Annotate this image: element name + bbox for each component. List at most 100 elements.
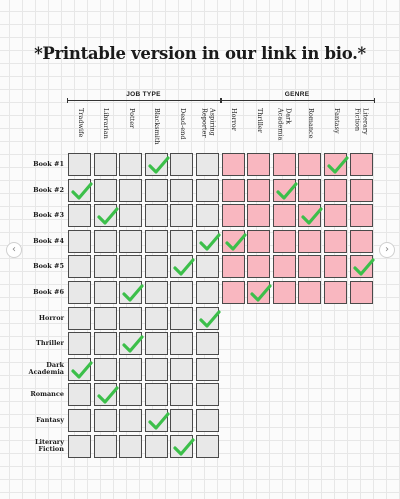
grid-cell[interactable] <box>272 204 296 228</box>
grid-cell[interactable] <box>119 306 143 330</box>
grid-cell[interactable] <box>68 178 93 202</box>
grid-cell[interactable] <box>93 229 117 253</box>
grid-cell[interactable] <box>170 332 194 356</box>
grid-cell[interactable] <box>170 357 194 381</box>
grid-cell[interactable] <box>349 153 373 176</box>
grid-cell[interactable] <box>349 281 373 304</box>
grid-cell[interactable] <box>272 255 296 279</box>
grid-cell[interactable] <box>144 153 170 176</box>
grid-cell[interactable] <box>221 204 245 228</box>
grid-cell[interactable] <box>170 229 194 253</box>
grid-cell[interactable] <box>196 434 219 458</box>
grid-cell[interactable] <box>93 255 117 279</box>
chevron-left-icon[interactable]: ‹ <box>6 242 22 258</box>
grid-cell[interactable] <box>68 281 91 304</box>
grid-cell[interactable] <box>68 255 91 279</box>
grid-cell[interactable] <box>68 229 91 253</box>
grid-cell[interactable] <box>144 255 168 279</box>
grid-cell[interactable] <box>93 357 117 381</box>
grid-cell[interactable] <box>196 204 219 228</box>
grid-cell[interactable] <box>119 281 144 304</box>
grid-cell[interactable] <box>93 383 119 407</box>
grid-cell[interactable] <box>247 255 271 279</box>
grid-cell[interactable] <box>93 153 117 176</box>
grid-cell[interactable] <box>196 306 221 330</box>
grid-cell[interactable] <box>144 383 168 407</box>
grid-cell[interactable] <box>119 409 143 432</box>
grid-cell[interactable] <box>144 204 168 228</box>
grid-cell[interactable] <box>221 229 247 253</box>
grid-cell[interactable] <box>119 204 143 228</box>
grid-cell[interactable] <box>144 306 168 330</box>
grid-cell[interactable] <box>144 409 170 432</box>
grid-cell[interactable] <box>298 204 323 228</box>
grid-cell[interactable] <box>144 357 168 381</box>
grid-cell[interactable] <box>170 409 194 432</box>
grid-cell[interactable] <box>298 255 322 279</box>
grid-cell[interactable] <box>247 281 272 304</box>
grid-cell[interactable] <box>93 409 117 432</box>
grid-cell[interactable] <box>93 178 117 202</box>
chevron-right-icon[interactable]: › <box>379 242 395 258</box>
grid-cell[interactable] <box>247 178 271 202</box>
grid-cell[interactable] <box>272 229 296 253</box>
grid-cell[interactable] <box>119 332 144 356</box>
grid-cell[interactable] <box>349 255 375 279</box>
grid-cell[interactable] <box>68 357 93 381</box>
grid-cell[interactable] <box>68 153 91 176</box>
grid-cell[interactable] <box>196 357 219 381</box>
grid-cell[interactable] <box>221 178 245 202</box>
grid-cell[interactable] <box>324 281 347 304</box>
grid-cell[interactable] <box>68 409 91 432</box>
grid-cell[interactable] <box>144 229 168 253</box>
grid-cell[interactable] <box>272 153 296 176</box>
grid-cell[interactable] <box>93 204 119 228</box>
grid-cell[interactable] <box>247 204 271 228</box>
grid-cell[interactable] <box>324 229 347 253</box>
grid-cell[interactable] <box>170 434 195 458</box>
grid-cell[interactable] <box>196 178 219 202</box>
grid-cell[interactable] <box>324 204 347 228</box>
grid-cell[interactable] <box>119 383 143 407</box>
grid-cell[interactable] <box>144 332 168 356</box>
grid-cell[interactable] <box>247 229 271 253</box>
grid-cell[interactable] <box>68 204 91 228</box>
grid-cell[interactable] <box>119 357 143 381</box>
grid-cell[interactable] <box>93 306 117 330</box>
grid-cell[interactable] <box>68 306 91 330</box>
grid-cell[interactable] <box>93 281 117 304</box>
grid-cell[interactable] <box>272 178 298 202</box>
grid-cell[interactable] <box>324 153 349 176</box>
grid-cell[interactable] <box>196 255 219 279</box>
grid-cell[interactable] <box>68 332 91 356</box>
grid-cell[interactable] <box>170 153 194 176</box>
grid-cell[interactable] <box>272 281 296 304</box>
grid-cell[interactable] <box>196 153 219 176</box>
grid-cell[interactable] <box>144 178 168 202</box>
grid-cell[interactable] <box>170 178 194 202</box>
grid-cell[interactable] <box>170 281 194 304</box>
grid-cell[interactable] <box>349 178 373 202</box>
grid-cell[interactable] <box>144 281 168 304</box>
grid-cell[interactable] <box>221 153 245 176</box>
grid-cell[interactable] <box>221 255 245 279</box>
grid-cell[interactable] <box>196 383 219 407</box>
grid-cell[interactable] <box>119 255 143 279</box>
grid-cell[interactable] <box>298 229 322 253</box>
grid-cell[interactable] <box>119 153 143 176</box>
grid-cell[interactable] <box>119 178 143 202</box>
grid-cell[interactable] <box>298 178 322 202</box>
grid-cell[interactable] <box>298 281 322 304</box>
grid-cell[interactable] <box>144 434 168 458</box>
grid-cell[interactable] <box>196 229 221 253</box>
grid-cell[interactable] <box>68 434 91 458</box>
grid-cell[interactable] <box>196 332 219 356</box>
grid-cell[interactable] <box>247 153 271 176</box>
grid-cell[interactable] <box>119 229 143 253</box>
grid-cell[interactable] <box>68 383 91 407</box>
grid-cell[interactable] <box>170 383 194 407</box>
grid-cell[interactable] <box>93 434 117 458</box>
grid-cell[interactable] <box>298 153 322 176</box>
grid-cell[interactable] <box>170 306 194 330</box>
grid-cell[interactable] <box>324 255 347 279</box>
